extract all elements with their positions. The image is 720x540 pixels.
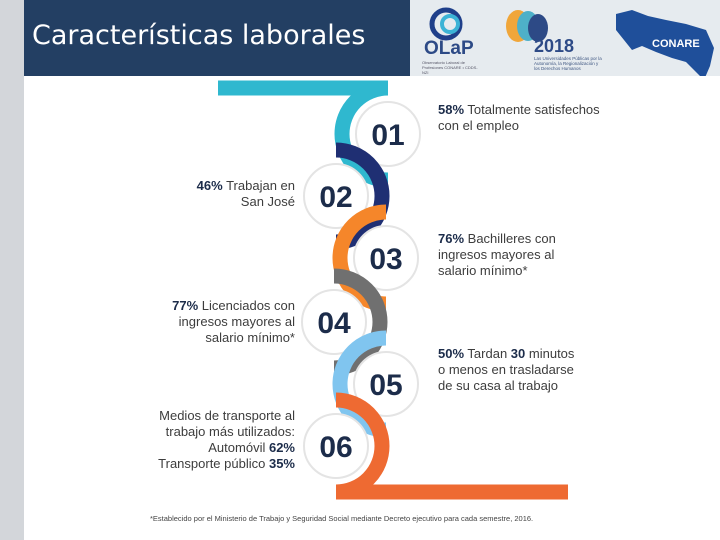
stat-text: Tardan [467, 346, 508, 361]
transport-percent: 35% [268, 456, 295, 471]
stat-step-01: 58% Totalmente satisfechos con el empleo [438, 102, 608, 134]
banner-year: 2018 [534, 36, 575, 56]
conare-label: CONARE [652, 38, 700, 50]
stat-step-04: 77% Licenciados con ingresos mayores al … [168, 298, 295, 346]
stat-step-05: 50% Tardan 30 minutos o menos en traslad… [438, 346, 578, 394]
logo-banner: OLaP Observatorio Laboral de Profesiones… [410, 0, 720, 76]
stat-text: Medios de transporte al trabajo más util… [159, 408, 295, 439]
stat-step-02: 46% Trabajan en San José [190, 178, 295, 210]
stat-text: Totalmente satisfechos con el empleo [438, 102, 600, 133]
stat-text: Licenciados con ingresos mayores al sala… [178, 298, 295, 345]
stat-text: Trabajan en San José [226, 178, 295, 209]
costa-rica-map-icon [616, 10, 714, 76]
step-disc-06 [303, 413, 369, 479]
stat-minutes: 30 [510, 346, 526, 361]
transport-mode: Transporte público [158, 456, 266, 471]
footnote: *Establecido por el Ministerio de Trabaj… [150, 514, 534, 523]
stat-percent: 50% [438, 346, 465, 361]
stat-text: Bachilleres con ingresos mayores al sala… [438, 231, 556, 278]
step-disc-03 [353, 225, 419, 291]
stat-percent: 46% [196, 178, 223, 193]
step-disc-02 [303, 163, 369, 229]
olap-logo-icon [429, 7, 463, 41]
page-title: Características laborales [32, 20, 366, 51]
stat-percent: 77% [172, 298, 199, 313]
step-disc-05 [353, 351, 419, 417]
stat-percent: 76% [438, 231, 465, 246]
olap-subtitle: Observatorio Laboral de Profesiones CONA… [422, 60, 478, 75]
header-bar: Características laborales [24, 0, 410, 76]
stat-text: minutos o menos en trasladarse de su cas… [438, 346, 575, 393]
step-number-01: 01 [371, 119, 404, 152]
transport-mode: Automóvil [208, 440, 266, 455]
transport-percent: 62% [268, 440, 295, 455]
stat-step-06: Medios de transporte al trabajo más util… [140, 408, 295, 472]
olap-label: OLaP [424, 38, 474, 59]
step-number-02: 02 [319, 181, 352, 214]
step-number-05: 05 [369, 369, 402, 402]
step-ring-05 [332, 330, 387, 438]
step-ring-02 [335, 142, 390, 250]
step-ring-04 [333, 268, 388, 376]
step-number-06: 06 [319, 431, 352, 464]
step-disc-04 [301, 289, 367, 355]
banner-year-subtitle: Las Universidades Públicas por la Autono… [534, 56, 602, 71]
heads-logo-icon [506, 10, 548, 42]
step-number-04: 04 [317, 307, 351, 340]
stat-percent: 58% [438, 102, 465, 117]
stat-step-03: 76% Bachilleres con ingresos mayores al … [438, 231, 568, 279]
step-number-03: 03 [369, 243, 402, 276]
step-disc-01 [355, 101, 421, 167]
step-ring-01 [334, 80, 389, 188]
left-edge-bar [0, 0, 24, 540]
